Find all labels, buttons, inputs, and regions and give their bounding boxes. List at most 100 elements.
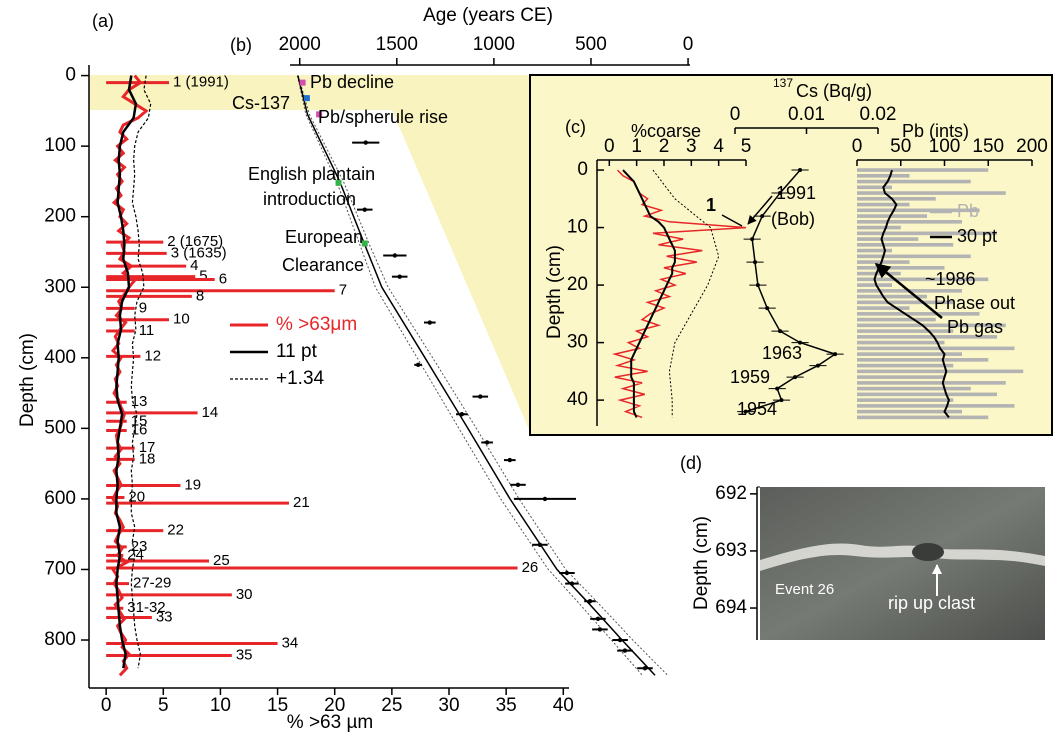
panel-label: (d)	[680, 453, 702, 473]
event-label: 31-32	[127, 599, 165, 616]
x-tick-label: 30	[438, 695, 459, 716]
x-tick-label: 10	[210, 695, 231, 716]
event-label: 14	[202, 404, 219, 421]
pb-bar	[857, 220, 962, 224]
pb-bar	[857, 363, 954, 368]
clast	[912, 543, 944, 561]
date-point	[537, 542, 543, 547]
date-point	[427, 320, 433, 325]
highlight	[89, 75, 530, 432]
x-tick-label: 40	[553, 695, 574, 716]
x-axis-label: % >63 µm	[287, 712, 373, 733]
x-tick-label: 5	[741, 136, 752, 157]
pb-bar	[857, 202, 910, 207]
cs-point	[815, 363, 820, 368]
x-tick-label: 0	[730, 104, 741, 125]
event-label: 20	[128, 488, 145, 505]
pb-bar	[857, 329, 954, 333]
annotation: 1	[706, 195, 716, 215]
series-line	[130, 75, 152, 669]
event-label: 23	[131, 538, 148, 555]
date-point	[595, 616, 601, 622]
pb-bar	[857, 179, 971, 184]
pb-bar	[857, 369, 1024, 374]
y-tick-label: 300	[44, 276, 76, 297]
x-axis-label-sup: 137	[773, 76, 793, 90]
event-label: 9	[139, 299, 147, 316]
date-point	[569, 581, 575, 586]
x-tick-label: 150	[972, 136, 1004, 157]
x-tick-label: 0	[852, 136, 863, 157]
y-tick-label: 500	[44, 417, 76, 438]
legend-label: 30 pt	[957, 226, 997, 246]
annotation: rip up clast	[888, 593, 975, 613]
core-photo	[760, 487, 1045, 640]
marker-label: Clearance	[282, 255, 364, 275]
marker-label: Pb decline	[310, 72, 394, 92]
marker	[316, 111, 323, 118]
x-tick-label: 500	[575, 34, 607, 55]
event-label: 22	[167, 522, 184, 539]
envelope-line	[296, 75, 643, 676]
y-tick-label: 20	[567, 274, 588, 295]
cs-point	[779, 398, 784, 403]
date-point	[564, 570, 570, 576]
marker-label: Pb/spherule rise	[318, 107, 448, 127]
y-tick-label: 0	[577, 159, 588, 180]
x-tick-label: 0.02	[860, 104, 897, 125]
pb-bar	[857, 225, 901, 230]
pb-bar	[857, 358, 989, 362]
x-tick-label: 15	[267, 695, 288, 716]
x-tick-label: 1	[631, 136, 642, 157]
marker-label: introduction	[263, 189, 356, 209]
y-axis-label: Depth (cm)	[544, 245, 565, 339]
cs-point	[750, 237, 755, 242]
age-model	[297, 75, 656, 676]
cs-point	[743, 409, 748, 414]
marker	[299, 79, 306, 86]
event-label: 5	[199, 268, 207, 285]
cs-point	[793, 375, 798, 380]
x-tick-label: 20	[324, 695, 345, 716]
event-label: 33	[156, 608, 173, 625]
cs-point	[775, 386, 780, 391]
date-point	[515, 482, 521, 488]
pb-bar	[857, 375, 945, 379]
y-tick-label: 694	[715, 597, 747, 618]
pb-bar	[857, 340, 945, 345]
event-label: 11	[139, 322, 155, 339]
pb-bar	[857, 271, 901, 276]
pb-bar	[857, 168, 989, 172]
pb-bar	[857, 277, 989, 282]
date-point	[397, 274, 402, 279]
pb-bar	[857, 306, 910, 310]
cs-point	[760, 214, 765, 219]
event-label: 26	[522, 559, 539, 576]
arrow	[747, 195, 773, 225]
x-tick-label: 100	[929, 136, 961, 157]
y-tick-label: 400	[44, 347, 76, 368]
date-point	[587, 599, 593, 604]
panel-d: Event 26 rip up clast (d) Depth (cm) 692…	[680, 453, 1045, 640]
pb-bar	[857, 323, 1006, 328]
marker-label: English plantain	[248, 164, 375, 184]
panel-a: 0 5 10 15 20 25 30 35 40010020030040050060070080…	[44, 65, 574, 716]
cs-point	[753, 260, 758, 265]
event-label: 21	[293, 494, 310, 511]
x-tick-label: 25	[381, 695, 402, 716]
cs-point	[833, 352, 838, 357]
event-label: 25	[213, 552, 230, 569]
event-label: 8	[196, 287, 204, 304]
date-point	[363, 140, 368, 145]
event-label: 35	[236, 647, 253, 664]
x-tick-label: 0.01	[788, 104, 825, 125]
pb-bar	[857, 312, 980, 316]
pb-bar	[857, 248, 892, 253]
pb-bar	[857, 352, 962, 356]
series-line	[115, 75, 138, 669]
pb-bar	[857, 317, 936, 322]
date-point	[617, 637, 623, 643]
y-tick-label: 30	[567, 332, 588, 353]
pb-bar	[857, 237, 919, 241]
x-tick-label: 50	[890, 136, 911, 157]
